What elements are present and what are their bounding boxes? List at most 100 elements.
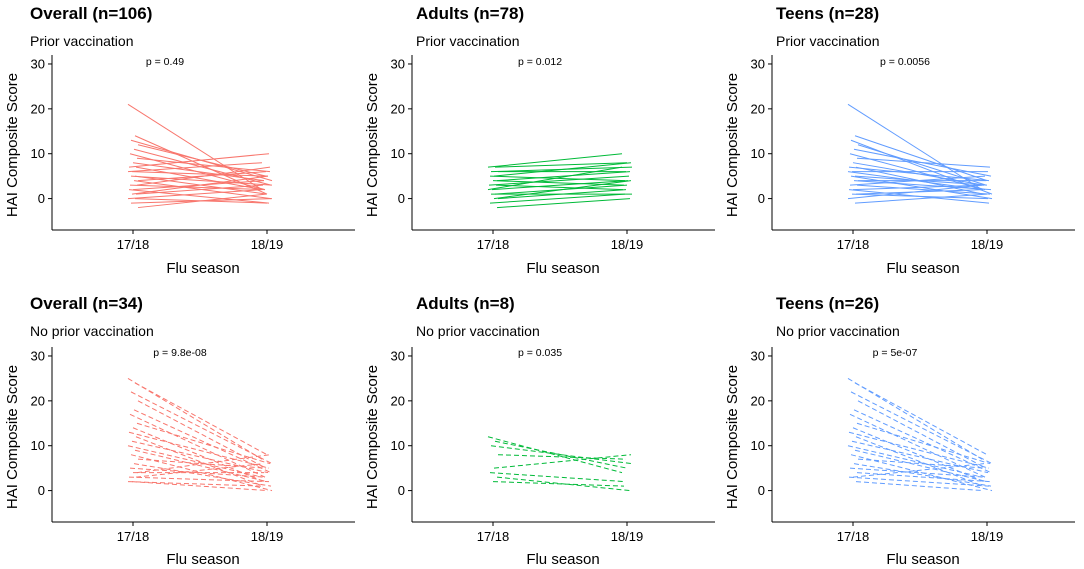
subject-line (127, 481, 263, 487)
subject-line (853, 409, 992, 474)
subject-line (855, 436, 984, 487)
subject-line (494, 440, 628, 469)
subject-line (136, 157, 271, 173)
subject-line (854, 382, 988, 456)
subject-line (495, 184, 624, 191)
y-axis-label: HAI Composite Score (724, 73, 741, 217)
x-tick-label: 17/18 (477, 529, 510, 544)
subject-line (847, 184, 983, 200)
x-tick-label: 17/18 (837, 529, 870, 544)
data-lines (127, 103, 273, 209)
panel-subtitle: No prior vaccination (776, 323, 900, 339)
x-tick-label: 18/19 (971, 529, 1004, 544)
subject-line (487, 153, 623, 168)
subject-line (849, 175, 986, 186)
subject-line (852, 463, 985, 478)
subject-line (851, 193, 989, 200)
subject-line (848, 431, 990, 469)
subject-line (128, 153, 270, 168)
x-tick-label: 17/18 (117, 529, 150, 544)
panel-subtitle: No prior vaccination (416, 323, 540, 339)
x-tick-label: 18/19 (251, 237, 284, 252)
subject-line (131, 171, 269, 177)
subject-line (847, 445, 983, 478)
x-tick-label: 18/19 (251, 529, 284, 544)
subject-line (492, 481, 625, 487)
subject-line (496, 476, 631, 492)
subject-line (852, 184, 985, 191)
subject-line (857, 458, 987, 469)
subject-line (487, 436, 623, 474)
subject-line (851, 440, 989, 474)
subject-line (137, 400, 267, 469)
panel-subtitle: Prior vaccination (30, 33, 134, 49)
y-axis-label: HAI Composite Score (364, 365, 381, 509)
subject-line (489, 193, 626, 204)
subject-line (130, 175, 273, 186)
subject-line (487, 166, 623, 191)
subject-line (136, 422, 271, 465)
axes: 0 10 20 30 17/18 18/19 (751, 347, 1075, 544)
y-tick-label: 0 (398, 191, 405, 206)
subject-line (127, 189, 263, 200)
x-axis-label: Flu season (886, 260, 959, 277)
y-tick-label: 20 (751, 101, 765, 116)
axes: 0 10 20 30 17/18 18/19 (751, 55, 1075, 252)
subject-line (853, 463, 992, 487)
p-value-label: p = 0.035 (518, 347, 562, 359)
panel-title: Adults (n=8) (416, 294, 515, 313)
y-tick-label: 20 (31, 101, 45, 116)
data-lines (847, 377, 993, 492)
subject-line (856, 157, 991, 168)
y-tick-label: 0 (38, 483, 45, 498)
axes: 0 10 20 30 17/18 18/19 (31, 347, 355, 544)
subject-line (131, 175, 269, 195)
subject-line (131, 440, 269, 474)
subject-line (497, 454, 627, 460)
subject-line (127, 445, 263, 478)
subject-line (493, 162, 632, 177)
subject-line (857, 144, 987, 186)
subject-line (493, 180, 632, 200)
x-axis-label: Flu season (526, 260, 599, 277)
subject-line (856, 184, 991, 195)
subject-line (127, 377, 263, 460)
subject-line (854, 193, 988, 204)
y-tick-label: 10 (31, 146, 45, 161)
subject-line (496, 171, 631, 182)
y-tick-label: 10 (31, 438, 45, 453)
panel-subtitle: No prior vaccination (30, 323, 154, 339)
subject-line (855, 481, 984, 492)
data-lines (487, 153, 633, 209)
subject-line (131, 481, 269, 492)
panel-title: Teens (n=26) (776, 294, 879, 313)
subject-line (489, 472, 626, 483)
subject-line (128, 431, 270, 469)
subject-line (853, 180, 992, 191)
subject-line (135, 166, 264, 191)
p-value-label: p = 0.49 (146, 56, 184, 68)
panel-title: Overall (n=106) (30, 4, 152, 23)
panel-teens-noprior: Teens (n=26) No prior vaccination HAI Co… (724, 294, 1075, 568)
panel-subtitle: Prior vaccination (416, 33, 520, 49)
y-axis-label: HAI Composite Score (4, 73, 21, 217)
subject-line (134, 449, 268, 483)
panel-teens-prior: Teens (n=28) Prior vaccination HAI Compo… (724, 4, 1075, 277)
y-axis-label: HAI Composite Score (4, 365, 21, 509)
panel-title: Overall (n=34) (30, 294, 143, 313)
data-lines (847, 103, 993, 204)
y-tick-label: 20 (31, 393, 45, 408)
y-tick-label: 30 (31, 348, 45, 363)
x-axis-label: Flu season (526, 551, 599, 568)
subject-line (854, 135, 988, 182)
x-axis-label: Flu season (166, 260, 239, 277)
subject-line (847, 377, 983, 460)
data-lines (127, 377, 273, 492)
y-tick-label: 30 (751, 348, 765, 363)
y-axis-label: HAI Composite Score (364, 73, 381, 217)
subject-line (494, 162, 628, 168)
p-value-label: p = 5e-07 (873, 347, 918, 359)
y-tick-label: 30 (391, 348, 405, 363)
subject-line (136, 454, 271, 474)
y-axis-label: HAI Composite Score (724, 365, 741, 509)
